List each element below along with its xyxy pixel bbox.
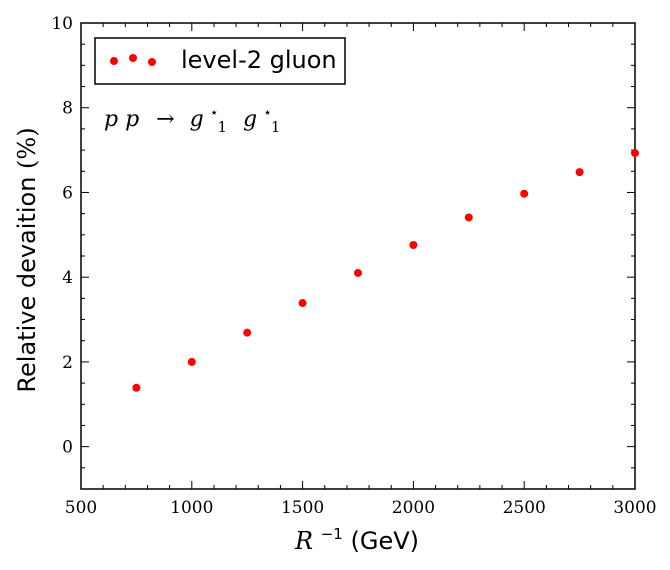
annotation-superscript: ⋆ <box>263 105 272 121</box>
data-point <box>631 149 639 158</box>
x-tick-label: 1000 <box>170 498 213 518</box>
x-tick-label: 500 <box>65 498 97 518</box>
data-point <box>187 357 196 366</box>
y-axis-unit: (%) <box>13 127 41 169</box>
x-axis-exponent: −1 <box>321 525 343 543</box>
x-tick-label: 2500 <box>503 498 546 518</box>
x-tick-label: 2000 <box>392 498 435 518</box>
legend: level-2 gluon <box>94 37 346 85</box>
plot-frame <box>80 22 636 490</box>
annotation-superscript: ⋆ <box>210 105 219 121</box>
data-point <box>298 299 307 308</box>
y-tick-label: 2 <box>62 353 73 373</box>
x-tick-label: 1500 <box>281 498 324 518</box>
annotation-subscript: 1 <box>271 118 281 136</box>
data-points <box>132 149 639 392</box>
y-axis-text: Relative devaition <box>13 177 41 393</box>
legend-label: level-2 gluon <box>181 46 337 74</box>
data-point <box>520 189 529 198</box>
y-tick-label: 0 <box>62 438 73 458</box>
annotation-gluon: g <box>243 107 257 132</box>
legend-marker <box>129 54 137 62</box>
annotation-gluon: g <box>190 107 204 132</box>
legend-marker <box>110 57 118 65</box>
plot-area: 500 1000 1500 2000 2500 3000 0 2 4 6 8 10 <box>51 14 656 518</box>
y-tick-label: 6 <box>62 183 73 203</box>
data-point <box>464 213 473 222</box>
annotation-initial-state: p p <box>104 107 139 132</box>
data-point <box>243 328 252 337</box>
legend-marker <box>148 58 156 66</box>
y-tick-label: 8 <box>62 99 73 119</box>
annotation-subscript: 1 <box>217 118 227 136</box>
x-axis-symbol: R <box>294 527 313 555</box>
y-tick-label: 4 <box>62 268 73 288</box>
x-tick-label: 3000 <box>613 498 656 518</box>
data-point <box>575 168 584 177</box>
x-axis-title: R −1 (GeV) <box>294 517 419 555</box>
data-point <box>409 240 418 249</box>
data-point <box>354 268 362 277</box>
legend-box <box>94 37 346 85</box>
y-tick-label: 10 <box>51 14 73 34</box>
data-point <box>132 383 141 392</box>
y-axis-title: Relative devaition (%) <box>13 127 41 392</box>
x-axis-unit: (GeV) <box>350 527 419 555</box>
annotation-arrow: → <box>156 107 174 132</box>
process-annotation: p p → g ⋆ 1 g ⋆ 1 <box>104 98 280 138</box>
axis-ticks: 500 1000 1500 2000 2500 3000 0 2 4 6 8 10 <box>51 14 656 518</box>
